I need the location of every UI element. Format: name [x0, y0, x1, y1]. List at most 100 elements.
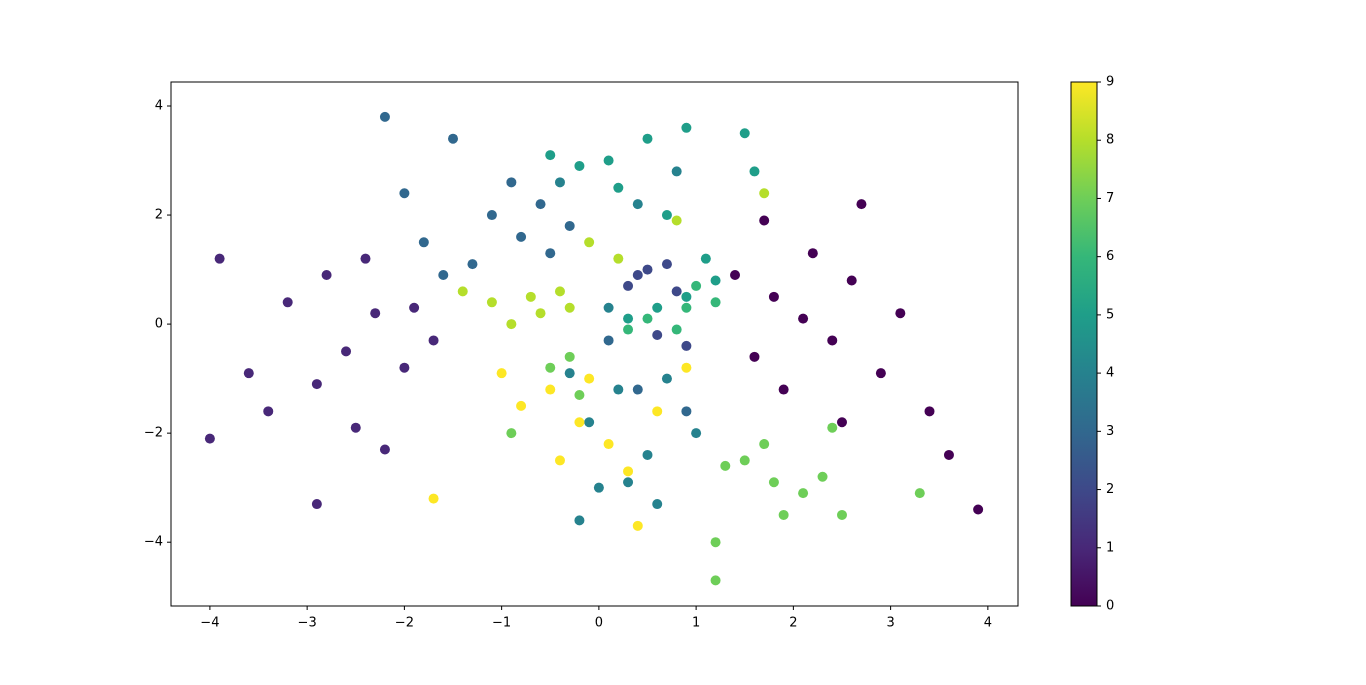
point — [739, 455, 750, 466]
point — [632, 520, 643, 531]
point — [739, 128, 750, 139]
point — [516, 400, 527, 411]
point — [409, 302, 420, 313]
point — [545, 362, 556, 373]
point — [681, 122, 692, 133]
point — [681, 406, 692, 417]
point — [613, 384, 624, 395]
x-tick-label: 2 — [789, 616, 797, 631]
point — [691, 428, 702, 439]
point — [311, 379, 322, 390]
point — [448, 133, 459, 144]
point — [321, 270, 332, 281]
point — [710, 275, 721, 286]
point — [661, 210, 672, 221]
point — [720, 460, 731, 471]
colorbar-tick-label: 0 — [1106, 599, 1114, 614]
point — [759, 215, 770, 226]
point — [730, 270, 741, 281]
x-tick-label: −2 — [395, 616, 414, 631]
point — [973, 504, 984, 515]
point — [603, 155, 614, 166]
point — [632, 384, 643, 395]
point — [399, 362, 410, 373]
point — [661, 259, 672, 270]
point — [759, 188, 770, 199]
point — [613, 253, 624, 264]
y-tick-label: 0 — [155, 317, 163, 332]
point — [632, 199, 643, 210]
point — [671, 215, 682, 226]
point — [671, 286, 682, 297]
y-tick-label: −2 — [144, 426, 163, 441]
point — [768, 477, 779, 488]
point — [642, 313, 653, 324]
point — [496, 368, 507, 379]
point — [924, 406, 935, 417]
point — [506, 177, 517, 188]
plot-frame — [170, 81, 1019, 607]
point — [584, 237, 595, 248]
point — [418, 237, 429, 248]
point — [545, 248, 556, 259]
point — [827, 422, 838, 433]
point — [603, 335, 614, 346]
point — [370, 308, 381, 319]
colorbar-tick-label: 3 — [1106, 424, 1114, 439]
point — [584, 373, 595, 384]
point — [710, 297, 721, 308]
point — [486, 297, 497, 308]
point — [506, 428, 517, 439]
point — [593, 482, 604, 493]
point — [623, 466, 634, 477]
point — [564, 302, 575, 313]
point — [710, 575, 721, 586]
point — [943, 449, 954, 460]
point — [681, 340, 692, 351]
point — [710, 537, 721, 548]
point — [807, 248, 818, 259]
point — [554, 286, 565, 297]
point — [817, 471, 828, 482]
colorbar-tick-label: 9 — [1106, 75, 1114, 90]
point — [700, 253, 711, 264]
colorbar-tick-label: 2 — [1106, 482, 1114, 497]
point — [584, 417, 595, 428]
point — [554, 177, 565, 188]
point — [856, 199, 867, 210]
point — [749, 166, 760, 177]
point — [350, 422, 361, 433]
point — [749, 351, 760, 362]
point — [623, 324, 634, 335]
point — [798, 488, 809, 499]
point — [554, 455, 565, 466]
point — [564, 351, 575, 362]
point — [506, 319, 517, 330]
point — [545, 150, 556, 161]
point — [623, 477, 634, 488]
point — [681, 291, 692, 302]
colorbar-tick-label: 6 — [1106, 249, 1114, 264]
point — [399, 188, 410, 199]
x-tick-label: −3 — [298, 616, 317, 631]
y-tick-label: 2 — [155, 208, 163, 223]
point — [564, 368, 575, 379]
point — [623, 280, 634, 291]
point — [214, 253, 225, 264]
y-tick-label: 4 — [155, 98, 163, 113]
point — [341, 346, 352, 357]
point — [691, 280, 702, 291]
point — [652, 302, 663, 313]
point — [457, 286, 468, 297]
point — [525, 291, 536, 302]
point — [681, 302, 692, 313]
point — [204, 433, 215, 444]
point — [438, 270, 449, 281]
point — [535, 308, 546, 319]
point — [379, 111, 390, 122]
point — [895, 308, 906, 319]
point — [671, 166, 682, 177]
point — [681, 362, 692, 373]
x-tick-label: −1 — [492, 616, 511, 631]
